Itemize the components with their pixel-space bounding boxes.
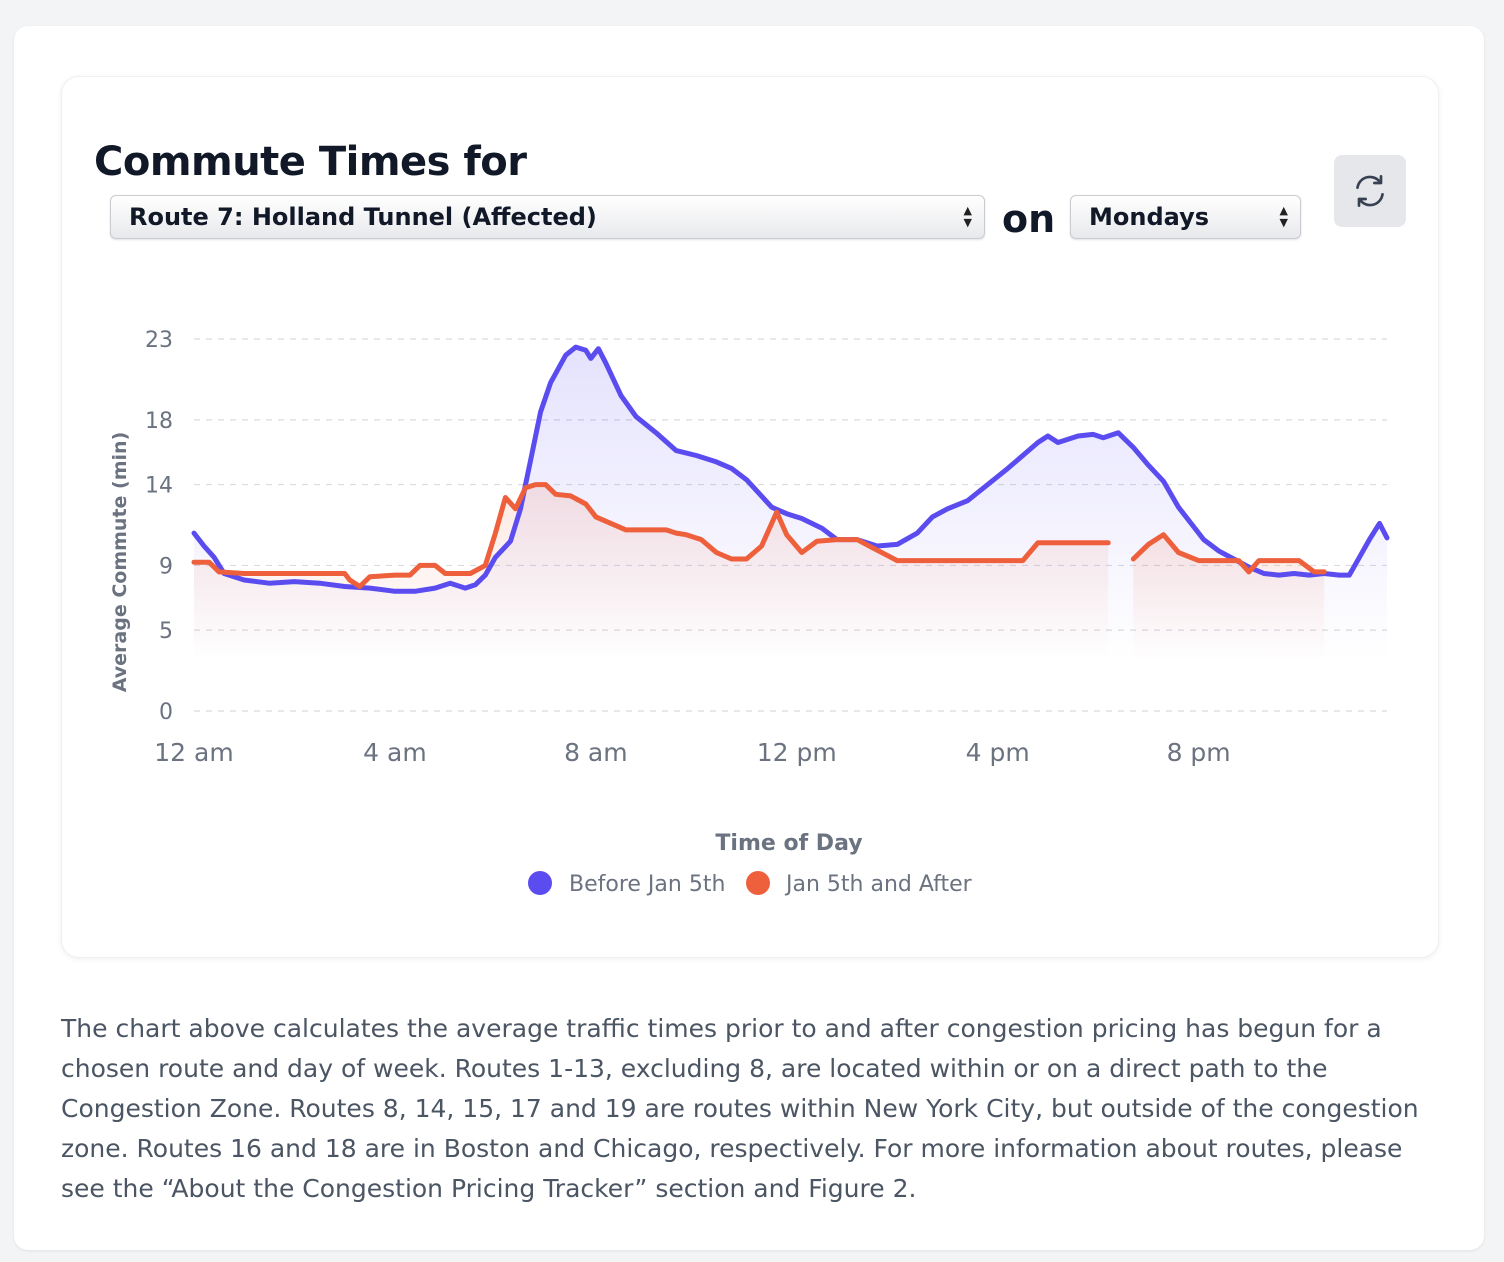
select-arrows-icon: ▲ ▼: [1279, 204, 1288, 229]
y-axis-label: Average Commute (min): [109, 432, 131, 693]
x-tick-label: 4 pm: [966, 738, 1030, 767]
legend-label-before: Before Jan 5th: [569, 872, 725, 897]
chart-card: Commute Times for Route 7: Holland Tunne…: [61, 76, 1439, 958]
y-tick-label: 14: [145, 474, 173, 499]
legend-label-after: Jan 5th and After: [784, 872, 973, 897]
x-tick-label: 4 am: [363, 738, 427, 767]
series-area: [1133, 534, 1325, 661]
series-area: [194, 484, 1109, 661]
route-select-value: Route 7: Holland Tunnel (Affected): [129, 203, 597, 231]
x-tick-label: 8 pm: [1167, 738, 1231, 767]
y-tick-labels: 0 5 9 14 18 23: [145, 328, 173, 725]
series-lines: [191, 344, 1390, 594]
commute-chart: 0 5 9 14 18 23 12 am 4 am 8 am 12 pm 4 pm 8 pm Ave…: [109, 328, 1390, 897]
y-tick-label: 23: [145, 328, 173, 353]
y-tick-label: 5: [159, 619, 173, 644]
x-tick-label: 8 am: [564, 738, 628, 767]
day-select-value: Mondays: [1089, 203, 1210, 231]
legend-swatch-before: [528, 871, 552, 895]
series-line: [1130, 532, 1327, 575]
legend: Before Jan 5th Jan 5th and After: [528, 871, 973, 897]
x-tick-label: 12 pm: [757, 738, 837, 767]
series-line: [191, 482, 1111, 589]
legend-swatch-after: [746, 871, 770, 895]
y-tick-label: 0: [159, 700, 173, 725]
select-arrows-icon: ▲ ▼: [963, 204, 972, 229]
y-tick-label: 9: [159, 554, 173, 579]
refresh-button[interactable]: [1334, 155, 1406, 227]
outer-card: Commute Times for Route 7: Holland Tunne…: [14, 26, 1484, 1250]
x-tick-label: 12 am: [154, 738, 233, 767]
on-label: on: [1002, 197, 1056, 241]
refresh-icon: [1356, 175, 1384, 207]
chart-description: The chart above calculates the average t…: [61, 1014, 1419, 1203]
x-axis-label: Time of Day: [715, 831, 862, 856]
series-line: [191, 344, 1390, 594]
y-tick-label: 18: [145, 409, 173, 434]
day-select[interactable]: Mondays ▲ ▼: [1070, 195, 1301, 239]
x-tick-labels: 12 am 4 am 8 am 12 pm 4 pm 8 pm: [154, 738, 1230, 767]
series-areas: [194, 347, 1387, 661]
route-select[interactable]: Route 7: Holland Tunnel (Affected) ▲ ▼: [110, 195, 985, 239]
page-title: Commute Times for: [94, 139, 527, 185]
